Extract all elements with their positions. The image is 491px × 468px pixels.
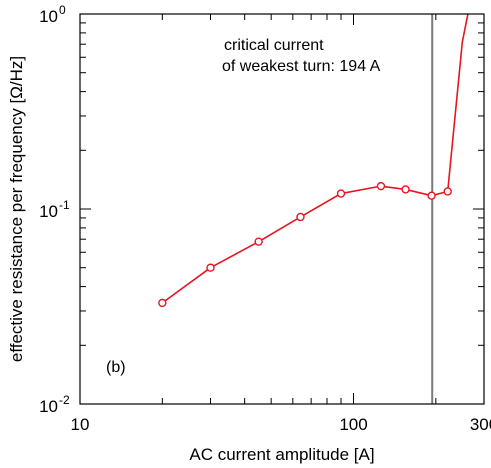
chart-marks: [158, 14, 469, 404]
series-line-rise: [446, 14, 469, 192]
data-point: [336, 189, 346, 198]
y-tick-label: 10: [39, 7, 58, 26]
axis-ticks: [79, 13, 485, 405]
panel-label: (b): [106, 359, 126, 376]
y-tick-exponent: -2: [59, 393, 70, 407]
data-point: [427, 191, 436, 200]
data-point: [376, 181, 386, 191]
y-tick-label: 10: [39, 397, 58, 416]
y-axis-label: effective resistance per frequency [Ω/Hz…: [7, 56, 26, 362]
x-axis-label: AC current amplitude [A]: [189, 445, 374, 464]
x-tick-label: 300: [470, 415, 491, 434]
annotation-line-2: of weakest turn: 194 A: [222, 58, 381, 75]
data-point: [401, 185, 410, 194]
series-line: [161, 185, 448, 304]
data-point: [206, 263, 215, 272]
y-tick-label: 10: [39, 202, 58, 221]
data-point: [254, 237, 263, 246]
x-tick-label: 10: [71, 415, 90, 434]
x-tick-labels: 10 100 300: [71, 415, 491, 434]
annotation-line-1: critical current: [224, 37, 324, 54]
data-point: [296, 212, 305, 222]
y-tick-exponent: -1: [59, 198, 70, 212]
data-point: [443, 187, 452, 196]
y-tick-exponent: 0: [59, 3, 66, 17]
x-tick-label: 100: [339, 415, 367, 434]
data-point: [158, 298, 167, 308]
